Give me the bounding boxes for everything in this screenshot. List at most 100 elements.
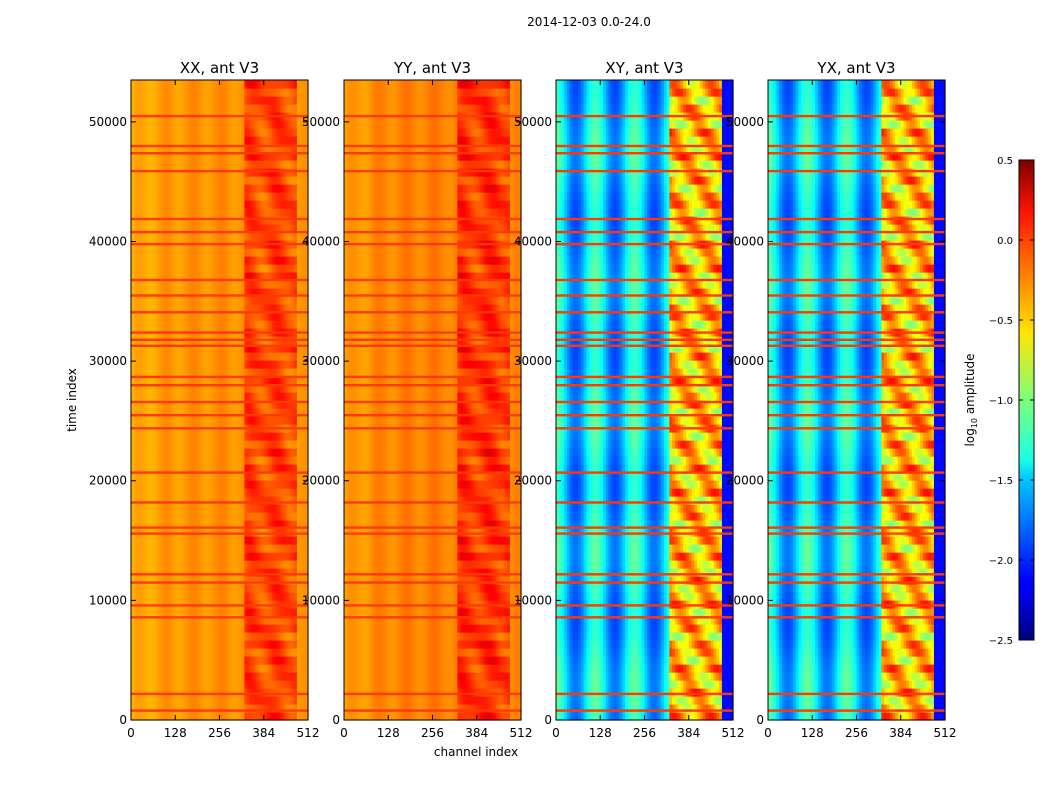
- heatmap-cell: [164, 344, 168, 353]
- heatmap-cell: [136, 664, 140, 673]
- heatmap-cell: [213, 616, 218, 625]
- heatmap-cell: [131, 672, 135, 681]
- heatmap-cell: [241, 712, 245, 721]
- heatmap-cell: [183, 696, 187, 705]
- heatmap-cell: [183, 440, 187, 449]
- heatmap-cell: [280, 680, 284, 689]
- heatmap-cell: [272, 192, 276, 201]
- heatmap-cell: [131, 664, 135, 673]
- heatmap-cell: [200, 160, 204, 169]
- heatmap-cell: [269, 216, 273, 225]
- heatmap-cell: [225, 224, 229, 233]
- heatmap-cell: [288, 688, 293, 697]
- heatmap-cell: [296, 480, 301, 489]
- heatmap-cell: [153, 272, 157, 281]
- heatmap-cell: [175, 664, 179, 673]
- heatmap-cell: [302, 688, 306, 697]
- heatmap-cell: [277, 504, 281, 513]
- heatmap-cell: [144, 272, 149, 281]
- heatmap-cell: [133, 280, 138, 289]
- heatmap-cell: [255, 280, 259, 289]
- heatmap-cell: [142, 672, 146, 681]
- heatmap-cell: [258, 192, 262, 201]
- heatmap-cell: [169, 632, 174, 641]
- heatmap-cell: [211, 176, 215, 185]
- heatmap-cell: [233, 176, 237, 185]
- heatmap-cell: [296, 200, 301, 209]
- heatmap-cell: [194, 256, 198, 265]
- heatmap-cell: [291, 264, 295, 273]
- heatmap-cell: [230, 192, 234, 201]
- heatmap-cell: [258, 504, 262, 513]
- heatmap-cell: [222, 544, 226, 553]
- heatmap-cell: [244, 520, 248, 529]
- heatmap-cell: [178, 440, 182, 449]
- heatmap-cell: [269, 664, 273, 673]
- heatmap-cell: [197, 664, 201, 673]
- heatmap-cell: [164, 384, 168, 393]
- heatmap-cell: [197, 392, 201, 401]
- heatmap-cell: [277, 272, 281, 281]
- heatmap-cell: [302, 672, 306, 681]
- heatmap-cell: [249, 496, 254, 505]
- heatmap-cell: [305, 528, 309, 537]
- heatmap-cell: [183, 624, 187, 633]
- heatmap-cell: [172, 504, 176, 513]
- heatmap-cell: [164, 504, 168, 513]
- heatmap-cell: [189, 192, 193, 201]
- heatmap-cell: [255, 208, 259, 217]
- heatmap-cell: [144, 320, 149, 329]
- heatmap-cell: [241, 536, 245, 545]
- heatmap-cell: [288, 440, 293, 449]
- heatmap-cell: [131, 440, 135, 449]
- heatmap-cell: [252, 632, 257, 641]
- heatmap-cell: [219, 568, 223, 577]
- heatmap-cell: [249, 152, 254, 161]
- heatmap-cell: [247, 272, 251, 281]
- heatmap-cell: [142, 592, 146, 601]
- heatmap-cell: [238, 320, 243, 329]
- heatmap-cell: [283, 616, 287, 625]
- heatmap-cell: [194, 664, 198, 673]
- heatmap-cell: [260, 456, 265, 465]
- heatmap-cell: [161, 488, 165, 497]
- heatmap-cell: [236, 184, 240, 193]
- heatmap-cell: [230, 480, 234, 489]
- heatmap-cell: [211, 632, 215, 641]
- heatmap-cell: [175, 304, 179, 313]
- heatmap-cell: [274, 648, 279, 657]
- heatmap-cell: [272, 360, 276, 369]
- heatmap-cell: [205, 544, 210, 553]
- heatmap-cell: [285, 608, 290, 617]
- heatmap-cell: [197, 376, 201, 385]
- heatmap-cell: [296, 592, 301, 601]
- heatmap-cell: [252, 464, 257, 473]
- heatmap-cell: [211, 712, 215, 721]
- heatmap-cell: [244, 560, 248, 569]
- heatmap-cell: [139, 472, 143, 481]
- heatmap-cell: [150, 520, 154, 529]
- heatmap-cell: [280, 184, 284, 193]
- heatmap-cell: [194, 696, 198, 705]
- heatmap-cell: [285, 664, 290, 673]
- heatmap-cell: [189, 368, 193, 377]
- heatmap-cell: [230, 304, 234, 313]
- heatmap-cell: [180, 648, 185, 657]
- heatmap-cell: [186, 144, 190, 153]
- heatmap-cell: [219, 144, 223, 153]
- heatmap-cell: [213, 544, 218, 553]
- heatmap-cell: [180, 480, 185, 489]
- heatmap-cell: [147, 576, 151, 585]
- heatmap-cell: [197, 688, 201, 697]
- heatmap-cell: [269, 704, 273, 713]
- heatmap-cell: [296, 248, 301, 257]
- heatmap-cell: [155, 408, 160, 417]
- heatmap-cell: [133, 256, 138, 265]
- heatmap-cell: [169, 712, 174, 721]
- heatmap-cell: [272, 704, 276, 713]
- heatmap-cell: [194, 376, 198, 385]
- heatmap-cell: [266, 624, 270, 633]
- heatmap-cell: [142, 696, 146, 705]
- heatmap-cell: [144, 376, 149, 385]
- heatmap-cell: [274, 280, 279, 289]
